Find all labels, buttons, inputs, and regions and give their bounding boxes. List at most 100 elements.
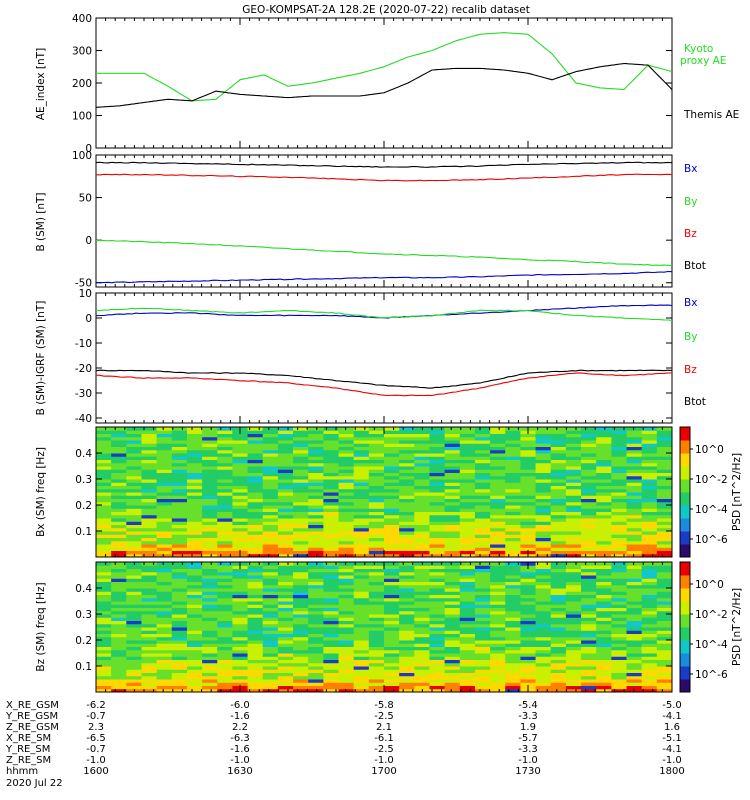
spectrogram-cell [414,633,430,638]
spectrogram-cell [596,498,612,503]
spectrogram-cell [550,601,567,605]
spectrogram-cell [202,534,218,538]
spectrogram-cell [368,575,385,579]
ae-legend-kyoto-2: proxy AE [680,55,726,67]
spectrogram-cell [217,436,233,441]
spectrogram-cell [277,578,294,582]
spectrogram-cell [444,482,461,486]
spectrogram-cell [414,524,430,529]
spectrogram-cell [262,636,279,641]
spectrogram-cell [505,597,521,602]
spectrogram-cell [262,640,279,644]
spectrogram-cell [581,485,597,490]
spectrogram-cell [611,505,628,509]
spectrogram-cell [550,594,567,599]
spectrogram-cell [232,495,249,499]
spectrogram-cell [550,565,567,569]
spectrogram-cell [459,679,476,683]
spectrogram-cell [444,531,461,535]
spectrogram-cell [368,614,385,618]
spectrogram-cell [217,440,233,444]
spectrogram-cell [293,456,309,460]
spectrogram-cell [490,505,506,509]
spectrogram-cell [96,588,112,592]
spectrogram-cell [656,601,673,605]
spectrogram-cell [202,430,218,434]
spectrogram-cell [444,578,461,582]
spectrogram-cell [474,636,491,641]
spectrogram-cell [293,672,309,677]
spectrogram-cell [247,575,264,579]
spectrogram-cell [611,430,628,434]
spectrogram-cell [111,456,127,460]
spectrogram-cell [202,469,218,473]
spectrogram-cell [626,501,643,506]
spectrogram-cell [520,630,537,634]
spectrogram-cell [126,591,142,595]
spectrogram-cell [262,436,279,441]
spectrogram-cell [384,436,400,441]
series-line-bz [95,173,673,182]
spectrogram-cell [581,581,597,586]
spectrogram-cell [232,518,249,522]
spectrogram-cell [126,568,142,573]
spectrogram-cell [520,547,537,551]
spectrogram-cell [490,495,506,499]
spectrogram-cell [459,581,476,586]
spectrogram-cell [581,462,597,467]
spectrogram-cell [581,527,597,532]
spectrogram-cell [596,568,612,573]
spectrogram-cell [459,594,476,599]
y-tick-label: 200 [72,78,92,90]
spectrogram-cell [323,578,340,582]
spectrogram-cell [293,565,309,569]
spectrogram-cell [444,550,461,555]
spectrogram-cell [611,568,628,573]
spectrogram-cell [353,685,370,690]
spectrogram-cell [626,495,643,499]
spectrogram-cell [308,659,324,664]
spectrogram-cell [505,623,521,628]
ae-legend-themis: Themis AE [683,109,739,121]
spectrogram-cell [111,544,127,548]
spectrogram-cell [262,511,279,516]
spectrogram-cell [186,581,203,586]
spectrogram-cell [550,537,567,542]
spectrogram-cell [656,591,673,595]
spectrogram-cell [384,679,400,683]
spectrogram-cell [565,620,582,625]
spectrogram-cell [186,436,203,441]
spectrogram-cell [293,534,309,538]
spectrogram-cell [202,640,218,644]
spectrogram-cell [429,479,446,483]
spectrogram-cell [520,524,537,529]
spectrogram-cell [96,527,112,532]
spectrogram-cell [171,453,188,457]
spectrogram-cell [232,524,249,529]
spectrogram-cell [262,492,279,496]
spectrogram-cell [474,446,491,451]
spectrogram-cell [232,604,249,608]
spectrogram-cell [505,636,521,641]
spectrogram-cell [202,604,218,608]
spectrogram-cell [641,623,658,628]
spectrogram-cell [338,462,355,467]
spectrogram-cell [384,540,400,545]
spectrogram-cell [535,562,552,566]
spectrogram-cell [293,614,309,618]
spectrogram-cell [656,514,673,519]
spectrogram-cell [414,501,430,506]
spectrogram-cell [656,565,673,569]
spectrogram-cell [611,466,628,470]
spectrogram-cell [520,672,537,677]
spectrogram-cell [611,562,628,566]
spectrogram-cell [156,472,173,477]
spectrogram-cell [550,479,567,483]
spectrogram-cell [490,620,506,625]
spectrogram-cell [323,449,340,454]
spectrogram-cell [171,430,188,434]
spectrogram-cell [96,553,112,558]
spectrogram-cell [96,620,112,625]
spectrogram-cell [156,501,173,506]
spectrogram-cell [535,553,552,558]
